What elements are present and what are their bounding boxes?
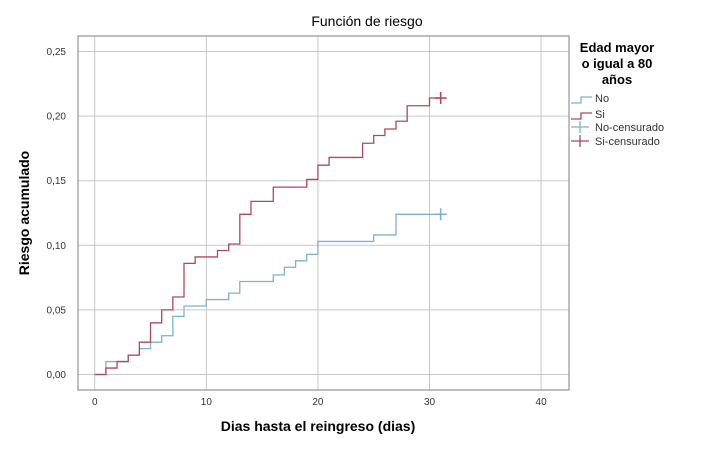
x-axis-title: Dias hasta el reingreso (dias) [221,418,416,434]
y-tick-label: 0,00 [47,370,67,381]
y-tick-label: 0,05 [47,305,67,316]
censored-marker-si-censurado [434,92,447,105]
legend: Edad mayor o igual a 80 años No Si No-ce… [571,40,664,148]
x-tick-label: 0 [92,397,98,408]
y-tick-label: 0,10 [47,241,67,252]
series-line-no [94,213,441,376]
legend-label-si: Si [595,109,605,121]
legend-item-no-censurado: No-censurado [571,121,664,134]
censored-markers [434,92,447,221]
censored-marker-no-censurado [434,208,447,221]
y-axis-title: Riesgo acumulado [16,151,32,275]
y-tick-label: 0,15 [47,176,67,187]
legend-swatch-no [571,96,592,104]
legend-title-line-3: años [602,72,632,87]
x-tick-label: 20 [312,397,324,408]
plot-area [77,35,570,391]
legend-title-line-1: Edad mayor [580,40,654,55]
x-tick-label: 30 [424,397,436,408]
series-line-si [94,97,441,376]
chart-title: Función de riesgo [311,13,423,29]
tick-labels: 0 10 20 30 40 0,00 0,05 0,10 0,15 0,20 0,25 [47,47,548,408]
legend-item-si-censurado: Si-censurado [571,135,660,148]
x-tick-label: 40 [536,397,548,408]
series-lines [94,97,441,376]
y-tick-label: 0,25 [47,47,67,58]
legend-item-no: No [571,93,609,105]
legend-swatch-si [571,112,592,120]
y-tick-label: 0,20 [47,112,67,123]
legend-label-no-censurado: No-censurado [595,122,664,134]
legend-title-line-2: o igual a 80 [582,56,653,71]
legend-label-no: No [595,93,609,105]
grid [78,36,569,390]
legend-item-si: Si [571,109,605,121]
legend-label-si-censurado: Si-censurado [595,136,660,148]
x-tick-label: 10 [201,397,213,408]
